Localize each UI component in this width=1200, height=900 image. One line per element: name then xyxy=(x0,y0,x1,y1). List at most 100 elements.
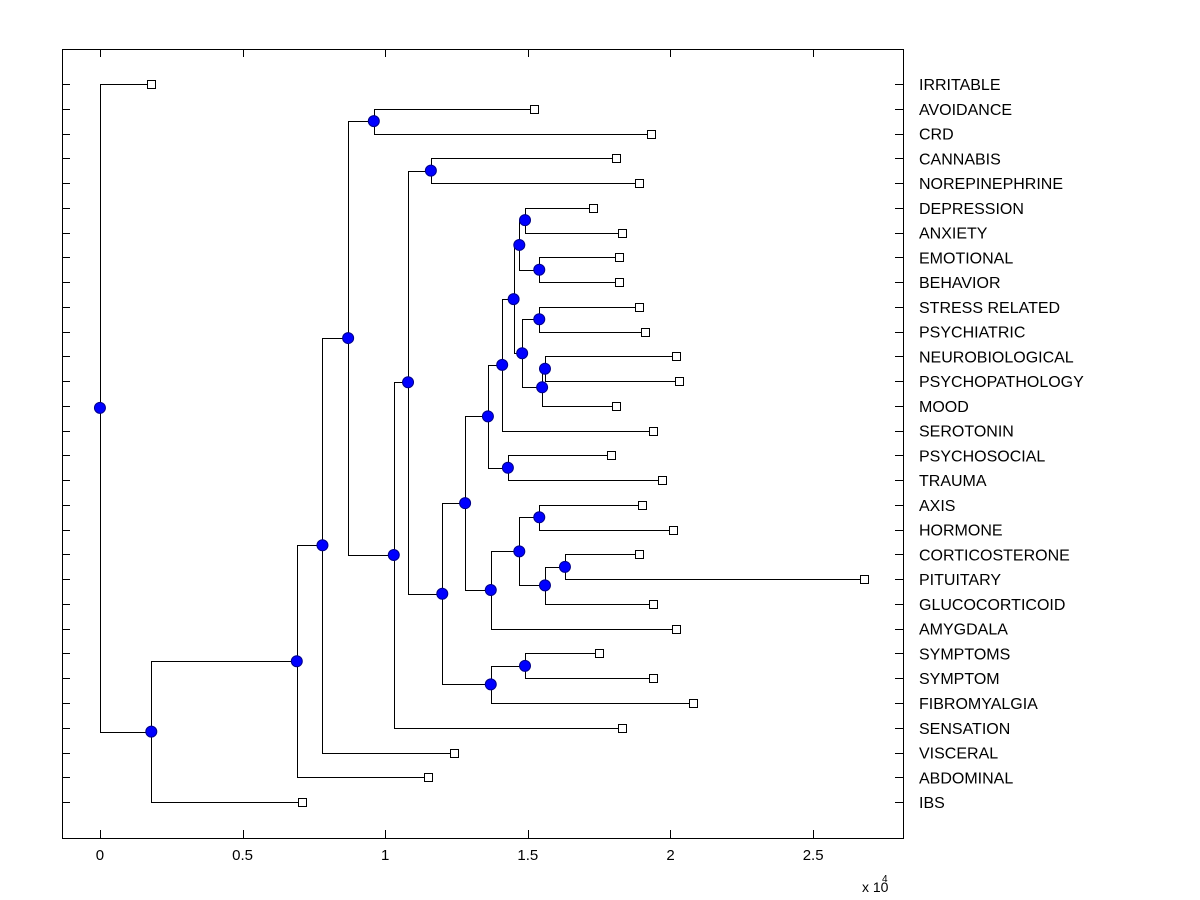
node-marker-n_c1 xyxy=(436,587,449,600)
leaf-marker-abdominal xyxy=(424,773,433,782)
leaf-label-cannabis: CANNABIS xyxy=(919,151,1001,168)
leaf-label-corticosterone: CORTICOSTERONE xyxy=(919,547,1070,564)
leaf-label-behavior: BEHAVIOR xyxy=(919,275,1001,292)
branch-n_abd-ABDOMINAL xyxy=(297,661,429,778)
leaf-marker-visceral xyxy=(450,749,459,758)
leaf-marker-anxiety xyxy=(618,229,627,238)
branch-n_ibs-n_abd xyxy=(151,661,297,732)
branch-n_ah_cpg-n_cp_gluc xyxy=(519,551,545,586)
leaf-marker-irritable xyxy=(147,80,156,89)
x-tick-label: 1 xyxy=(381,847,389,864)
leaf-label-stress_related: STRESS RELATED xyxy=(919,300,1060,317)
leaf-marker-cannabis xyxy=(612,154,621,163)
node-marker-n_abd xyxy=(290,655,303,668)
branch-n_da_eb-n_emo_beh xyxy=(519,244,540,271)
leaf-marker-mood xyxy=(612,402,621,411)
node-marker-n_e1 xyxy=(342,332,355,345)
leaf-label-crd: CRD xyxy=(919,127,954,144)
leaf-marker-serotonin xyxy=(649,427,658,436)
leaf-label-psychosocial: PSYCHOSOCIAL xyxy=(919,448,1045,465)
branch-n_c1-n_fibro xyxy=(442,593,491,685)
leaf-marker-pituitary xyxy=(860,575,869,584)
leaf-marker-hormone xyxy=(669,526,678,535)
node-marker-n_emo_beh xyxy=(533,263,546,276)
leaf-markers-layer xyxy=(147,80,869,807)
x-tick-label: 0.5 xyxy=(232,847,253,864)
leaf-label-depression: DEPRESSION xyxy=(919,201,1024,218)
branch-n_sp_npm-n_np_mood xyxy=(522,353,543,388)
branch-n_sero-SEROTONIN xyxy=(502,364,654,432)
node-marker-n_axis_horm xyxy=(533,511,546,524)
branch-n_cp_gluc-GLUCOCORTICOID xyxy=(545,585,654,605)
leaf-marker-amygdala xyxy=(672,625,681,634)
leaf-label-irritable: IRRITABLE xyxy=(919,77,1001,94)
node-marker-root xyxy=(93,401,106,414)
branch-n_amyg-n_ah_cpg xyxy=(491,551,520,591)
leaf-label-mood: MOOD xyxy=(919,399,969,416)
leaf-label-neurobiological: NEUROBIOLOGICAL xyxy=(919,349,1074,366)
branch-n_ah_cpg-n_axis_horm xyxy=(519,517,540,552)
leaf-marker-ibs xyxy=(298,798,307,807)
leaf-marker-glucocorticoid xyxy=(649,600,658,609)
x-multiplier-exponent: 4 xyxy=(882,874,888,885)
leaf-marker-symptoms xyxy=(595,649,604,658)
branch-n_sens-SENSATION xyxy=(394,554,623,729)
node-marker-n_sp_npm xyxy=(516,347,529,360)
axes-box xyxy=(62,49,904,839)
leaf-marker-avoidance xyxy=(530,105,539,114)
leaf-label-abdominal: ABDOMINAL xyxy=(919,770,1013,787)
branch-n_visc-n_e1 xyxy=(322,338,349,546)
node-marker-n_cp_gluc xyxy=(538,579,551,592)
node-marker-n_amyg xyxy=(484,584,497,597)
node-marker-n_psysoc_trauma xyxy=(501,461,514,474)
leaf-marker-stress_related xyxy=(635,303,644,312)
x-tick-label: 2.5 xyxy=(803,847,824,864)
branch-n_d1-n_c1 xyxy=(408,382,443,595)
branch-n_fibro-FIBROMYALGIA xyxy=(491,684,694,704)
node-marker-n_b1 xyxy=(459,497,472,510)
branch-n_b1-n_amyg xyxy=(465,503,491,591)
branch-n_e1-n_avoid_crd xyxy=(348,121,374,339)
leaf-label-axis: AXIS xyxy=(919,498,955,515)
node-marker-n_a1 xyxy=(481,410,494,423)
leaf-label-emotional: EMOTIONAL xyxy=(919,250,1013,267)
leaf-marker-depression xyxy=(589,204,598,213)
leaf-label-hormone: HORMONE xyxy=(919,523,1003,540)
leaf-label-glucocorticoid: GLUCOCORTICOID xyxy=(919,597,1065,614)
node-marker-n_stress_psy xyxy=(533,313,546,326)
node-marker-n_neuro_psychopath xyxy=(538,362,551,375)
x-tick-label: 1.5 xyxy=(517,847,538,864)
leaf-marker-norepinephrine xyxy=(635,179,644,188)
node-markers-layer xyxy=(93,115,571,738)
ticks-layer xyxy=(62,49,903,838)
leaf-label-amygdala: AMYGDALA xyxy=(919,622,1008,639)
leaf-label-psychopathology: PSYCHOPATHOLOGY xyxy=(919,374,1084,391)
node-marker-n_avoid_crd xyxy=(367,115,380,128)
node-marker-n_ibs xyxy=(145,725,158,738)
leaf-label-visceral: VISCERAL xyxy=(919,746,998,763)
leaf-label-fibromyalgia: FIBROMYALGIA xyxy=(919,696,1038,713)
node-marker-n_upper xyxy=(507,293,520,306)
leaf-labels: IRRITABLE AVOIDANCE CRD CANNABIS NOREPINEPHR… xyxy=(919,77,1084,812)
x-tick-label: 0 xyxy=(96,847,104,864)
leaf-marker-psychopathology xyxy=(675,377,684,386)
leaf-label-trauma: TRAUMA xyxy=(919,473,987,490)
node-marker-n_dep_anx xyxy=(519,214,532,227)
branch-n_visc-VISCERAL xyxy=(322,545,454,754)
branch-n_c1-n_b1 xyxy=(442,503,466,594)
leaf-label-anxiety: ANXIETY xyxy=(919,226,988,243)
branch-root-IRRITABLE xyxy=(100,84,152,408)
node-marker-n_cann_nor xyxy=(424,164,437,177)
leaf-label-avoidance: AVOIDANCE xyxy=(919,102,1012,119)
branch-n_fibro-n_symptoms xyxy=(491,666,526,685)
leaf-marker-axis xyxy=(638,501,647,510)
branch-n_np_mood-MOOD xyxy=(542,387,617,407)
leaf-marker-fibromyalgia xyxy=(689,699,698,708)
x-tick-labels: 0 0.5 1 1.5 2 2.5 xyxy=(96,847,824,864)
leaf-marker-behavior xyxy=(615,278,624,287)
leaf-marker-neurobiological xyxy=(672,352,681,361)
leaf-marker-crd xyxy=(647,130,656,139)
leaf-marker-trauma xyxy=(658,476,667,485)
